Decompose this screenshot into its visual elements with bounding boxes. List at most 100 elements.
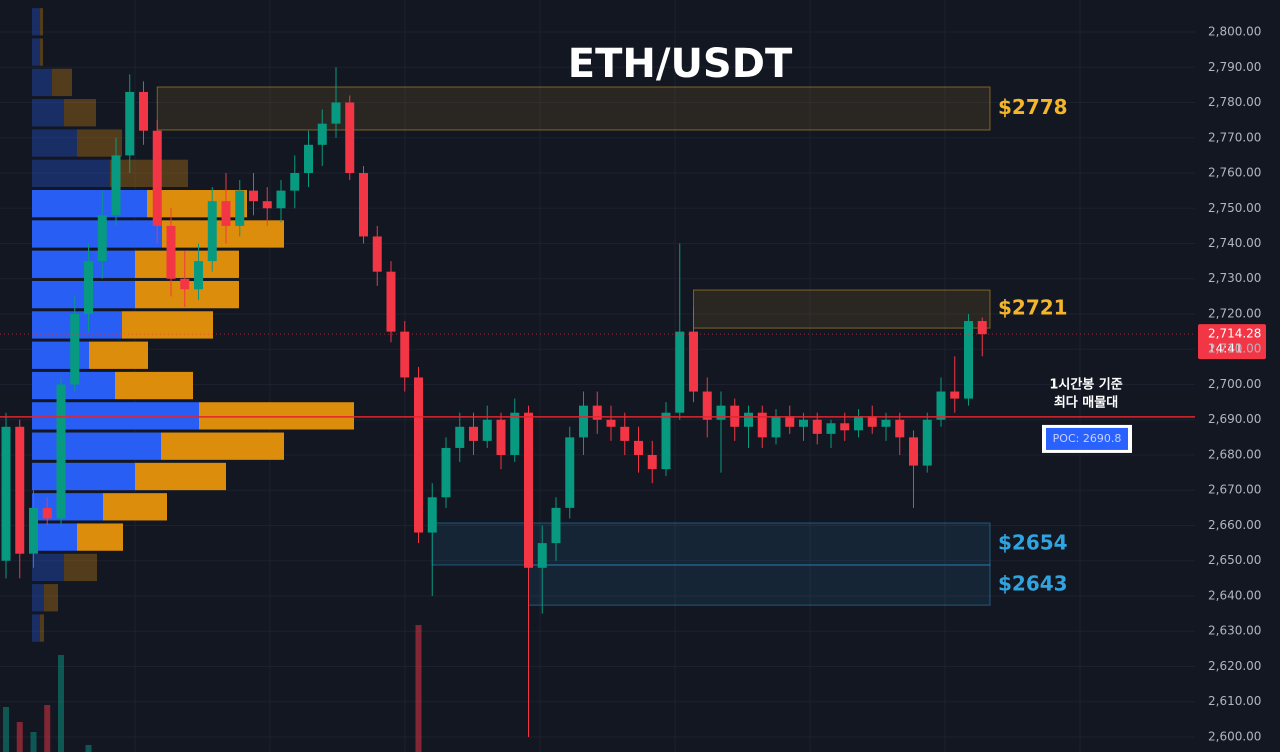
zone-box	[431, 522, 991, 566]
profile-up-bar	[32, 523, 77, 551]
y-tick-label: 2,670.00	[1208, 483, 1261, 497]
zone-label: $2643	[998, 572, 1068, 596]
candle-body	[716, 405, 726, 420]
profile-up-bar	[32, 8, 40, 36]
y-tick-label: 2,630.00	[1208, 624, 1261, 638]
candle-body	[977, 321, 987, 335]
grid	[0, 0, 1195, 752]
candle-body	[194, 261, 203, 290]
candle-body	[70, 313, 80, 385]
y-tick-label: 2,770.00	[1208, 130, 1261, 144]
last-price-box	[1198, 324, 1266, 360]
candle-body	[276, 190, 286, 209]
profile-up-bar	[32, 584, 44, 612]
y-tick-label: 2,620.00	[1208, 659, 1261, 673]
candle-body	[84, 261, 93, 314]
profile-down-bar	[40, 38, 43, 66]
candle-body	[895, 419, 905, 438]
profile-down-bar	[122, 311, 213, 339]
y-tick-label: 2,700.00	[1208, 377, 1261, 391]
volume-bar	[30, 732, 37, 752]
candle-body	[97, 215, 107, 262]
y-tick-label: 2,650.00	[1208, 553, 1261, 567]
candle-body	[455, 426, 465, 448]
candle-body	[744, 412, 753, 427]
last-price-time: 14:41	[1208, 342, 1243, 356]
zone-box	[528, 564, 991, 606]
profile-down-bar	[147, 190, 247, 218]
candle-body	[551, 507, 561, 544]
profile-up-bar	[32, 280, 135, 309]
profile-down-bar	[161, 432, 284, 460]
candle-body	[950, 391, 960, 399]
profile-up-bar	[32, 129, 77, 157]
zone-label: $2778	[998, 95, 1068, 119]
y-tick-label: 2,690.00	[1208, 412, 1261, 426]
profile-down-bar	[135, 250, 239, 278]
candle-body	[56, 384, 66, 519]
y-tick-label: 2,720.00	[1208, 306, 1261, 320]
y-tick-label: 2,760.00	[1208, 166, 1261, 180]
candle-body	[372, 236, 382, 272]
candle-body	[524, 412, 533, 568]
profile-down-bar	[44, 584, 58, 612]
profile-up-bar	[32, 553, 64, 582]
y-tick-label: 2,600.00	[1208, 729, 1261, 743]
profile-down-bar	[64, 553, 97, 582]
y-tick-label: 2,680.00	[1208, 447, 1261, 461]
candle-body	[359, 173, 368, 237]
profile-up-bar	[32, 68, 52, 97]
candles	[1, 67, 987, 737]
candle-body	[427, 497, 437, 533]
zone-label: $2721	[998, 296, 1068, 320]
volume-bar	[415, 625, 422, 752]
candle-body	[15, 426, 25, 554]
profile-down-bar	[40, 8, 43, 36]
candle-body	[661, 412, 671, 470]
candle-body	[180, 278, 190, 290]
candle-body	[881, 419, 891, 427]
candle-body	[757, 412, 767, 438]
candle-body	[812, 419, 822, 434]
profile-up-bar	[32, 462, 135, 491]
candle-body	[441, 447, 451, 498]
profile-down-bar	[89, 341, 148, 369]
candle-body	[647, 454, 657, 470]
candle-body	[207, 201, 217, 262]
candle-body	[400, 331, 410, 378]
candle-body	[922, 419, 932, 466]
profile-down-bar	[77, 129, 122, 157]
candle-body	[675, 331, 685, 413]
y-tick-label: 2,740.00	[1208, 236, 1261, 250]
candle-body	[936, 391, 946, 420]
profile-down-bar	[103, 493, 167, 521]
poc-label: POC: 2690.8	[1053, 432, 1122, 445]
candle-body	[152, 130, 162, 226]
annotation: 최다 매물대	[1054, 395, 1118, 411]
chart-title: ETH/USDT	[568, 41, 793, 87]
y-tick-label: 2,790.00	[1208, 60, 1261, 74]
volume-bar	[58, 655, 64, 752]
candle-body	[620, 426, 630, 441]
candle-body	[909, 437, 918, 466]
candle-body	[840, 423, 850, 431]
candle-body	[235, 190, 245, 226]
candle-body	[964, 321, 973, 399]
candle-body	[579, 405, 588, 438]
y-tick-label: 2,730.00	[1208, 271, 1261, 285]
candle-body	[606, 419, 616, 427]
candle-body	[42, 507, 52, 519]
profile-down-bar	[115, 371, 193, 400]
candle-body	[565, 437, 575, 508]
volume-bar	[3, 707, 9, 752]
profile-up-bar	[32, 220, 162, 248]
y-tick-label: 2,750.00	[1208, 201, 1261, 215]
candle-body	[386, 271, 396, 332]
candle-body	[166, 225, 176, 279]
volume-bar	[44, 705, 51, 752]
candle-body	[111, 155, 121, 216]
candle-body	[854, 416, 863, 431]
